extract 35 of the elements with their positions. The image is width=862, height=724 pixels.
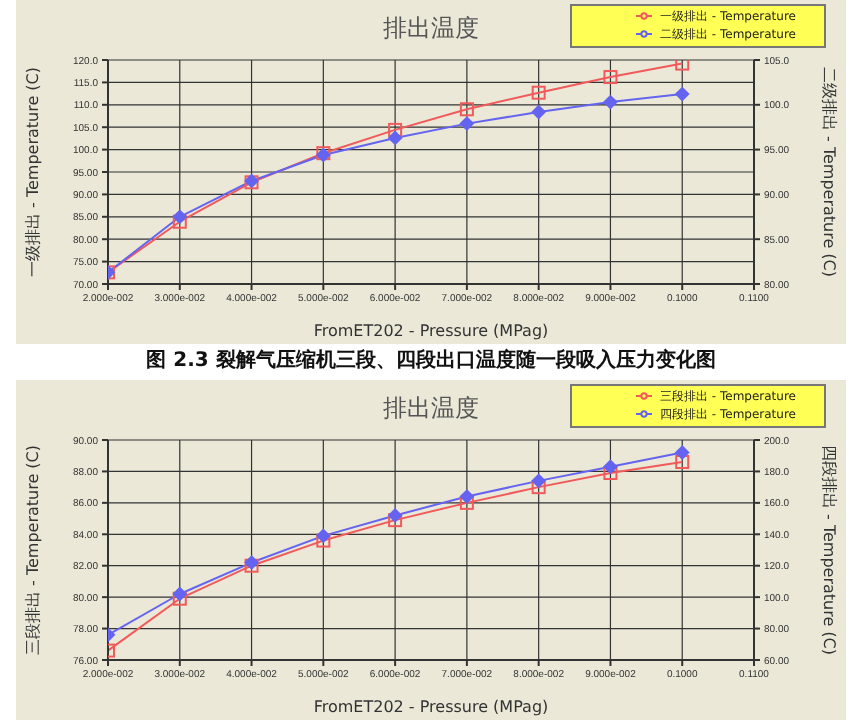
point (531, 480, 546, 495)
point (531, 104, 546, 119)
point (388, 508, 403, 523)
point (388, 122, 403, 137)
y2-axis-title: 四段排出 - Temperature (C) (820, 444, 839, 656)
x-axis-title: FromET202 - Pressure (MPag) (313, 322, 549, 340)
point (459, 102, 474, 117)
point (316, 533, 331, 548)
y2-axis-title: 二级排出 - Temperature (C) (820, 66, 839, 278)
point (603, 95, 618, 110)
point (459, 489, 474, 504)
point (316, 528, 331, 543)
point (172, 591, 187, 606)
point (531, 473, 546, 488)
point (675, 445, 690, 460)
point (459, 116, 474, 131)
point (388, 513, 403, 528)
point (675, 455, 690, 469)
point (675, 60, 690, 71)
point (172, 587, 187, 601)
point (603, 70, 618, 85)
point (172, 209, 187, 224)
chart-title: 排出温度 (383, 14, 479, 42)
x-axis-title: FromET202 - Pressure (MPag) (313, 698, 549, 716)
point (531, 85, 546, 100)
point (675, 87, 690, 102)
point (603, 466, 618, 480)
y-axis-title: 三段排出 - Temperature (C) (23, 444, 42, 656)
y-axis-title: 一级排出 - Temperature (C) (23, 66, 42, 278)
point (388, 130, 403, 145)
point (172, 214, 187, 229)
point (459, 495, 474, 510)
chart-title: 排出温度 (383, 394, 479, 422)
point (603, 459, 618, 474)
caption: 图 2.3 裂解气压缩机三段、四段出口温度随一段吸入压力变化图 (144, 346, 718, 376)
